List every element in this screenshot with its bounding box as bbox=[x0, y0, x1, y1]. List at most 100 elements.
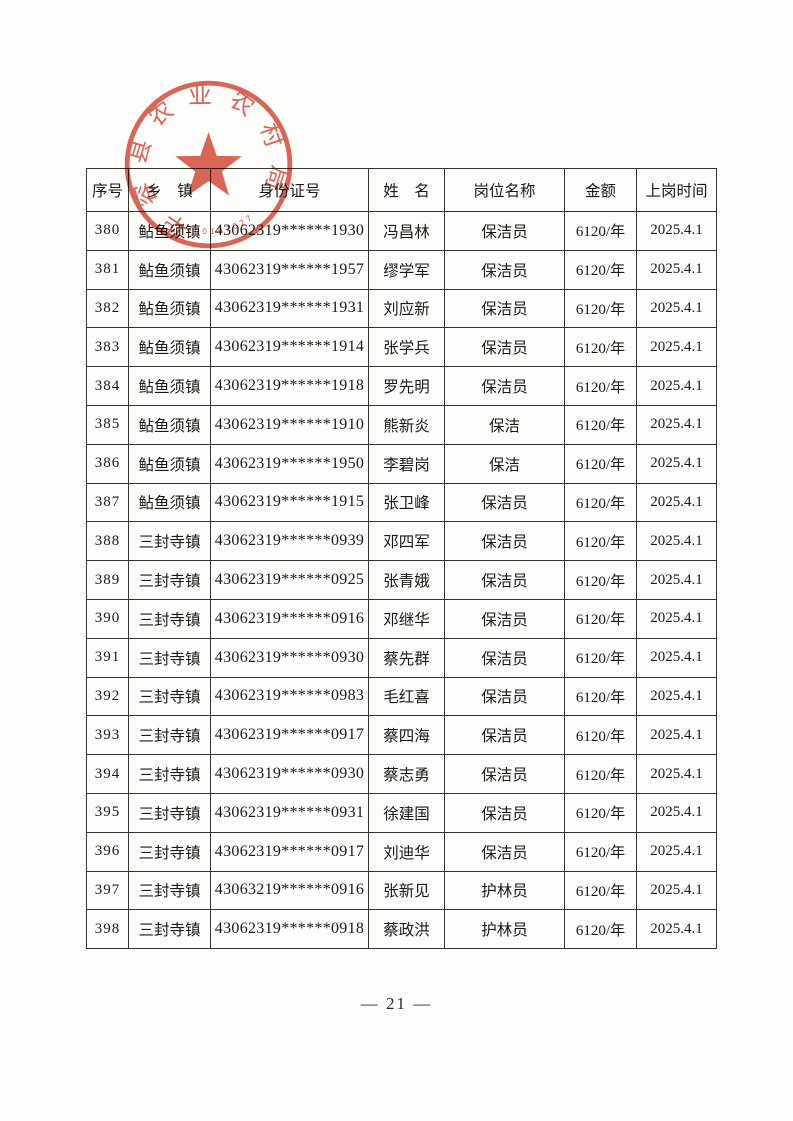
table-cell: 392 bbox=[86, 676, 129, 717]
table-cell: 43062319******0917 bbox=[210, 715, 369, 756]
table-cell: 蔡四海 bbox=[368, 715, 445, 756]
table-row: 387 鲇鱼须镇 43062319******1915 张卫峰 保洁员 6120/年 202… bbox=[86, 482, 717, 523]
table-cell: 三封寺镇 bbox=[128, 637, 211, 678]
table-cell: 43062319******0917 bbox=[210, 831, 369, 872]
table-cell: 三封寺镇 bbox=[128, 831, 211, 872]
table-cell: 蔡政洪 bbox=[368, 909, 445, 950]
table-cell: 382 bbox=[86, 288, 129, 329]
table-cell: 三封寺镇 bbox=[128, 909, 211, 950]
table-cell: 43062319******0931 bbox=[210, 792, 369, 833]
table-cell: 6120/年 bbox=[564, 560, 637, 600]
table-cell: 邓继华 bbox=[368, 598, 445, 639]
table-cell: 6120/年 bbox=[564, 521, 637, 562]
table-cell: 邓四军 bbox=[368, 521, 445, 562]
table-cell: 保洁员 bbox=[444, 637, 565, 678]
table-row: 390 三封寺镇 43062319******0916 邓继华 保洁员 6120/年 202… bbox=[86, 598, 717, 639]
table-cell: 三封寺镇 bbox=[128, 598, 211, 639]
table-cell: 6120/年 bbox=[564, 327, 637, 368]
table-cell: 2025.4.1 bbox=[636, 754, 717, 794]
table-cell: 毛红喜 bbox=[368, 676, 445, 717]
table-cell: 保洁员 bbox=[444, 831, 565, 872]
table-cell: 384 bbox=[86, 366, 129, 406]
table-cell: 2025.4.1 bbox=[636, 909, 717, 950]
table-cell: 43062319******0925 bbox=[210, 560, 369, 600]
table-cell: 张学兵 bbox=[368, 327, 445, 368]
table-cell: 保洁员 bbox=[444, 327, 565, 368]
table-cell: 43062319******1930 bbox=[210, 211, 369, 251]
table-cell: 冯昌林 bbox=[368, 211, 445, 251]
table-cell: 徐建国 bbox=[368, 792, 445, 833]
table-cell: 保洁员 bbox=[444, 521, 565, 562]
table-row: 386 鲇鱼须镇 43062319******1950 李碧岗 保洁 6120/年 2025… bbox=[86, 443, 717, 484]
table-cell: 6120/年 bbox=[564, 366, 637, 406]
table-cell: 387 bbox=[86, 482, 129, 523]
table-cell: 保洁员 bbox=[444, 366, 565, 406]
table-cell: 三封寺镇 bbox=[128, 560, 211, 600]
table-cell: 43062319******0939 bbox=[210, 521, 369, 562]
table-cell: 蔡先群 bbox=[368, 637, 445, 678]
table-row: 393 三封寺镇 43062319******0917 蔡四海 保洁员 6120/年 202… bbox=[86, 715, 717, 756]
table-row: 397 三封寺镇 43063219******0916 张新见 护林员 6120/年 202… bbox=[86, 870, 717, 911]
table-cell: 保洁员 bbox=[444, 676, 565, 717]
table-cell: 389 bbox=[86, 560, 129, 600]
table-row: 385 鲇鱼须镇 43062319******1910 熊新炎 保洁 6120/年 2025… bbox=[86, 404, 717, 445]
table-row: 383 鲇鱼须镇 43062319******1914 张学兵 保洁员 6120/年 202… bbox=[86, 327, 717, 368]
table-cell: 6120/年 bbox=[564, 831, 637, 872]
table-row: 392 三封寺镇 43062319******0983 毛红喜 保洁员 6120/年 202… bbox=[86, 676, 717, 717]
table-cell: 2025.4.1 bbox=[636, 870, 717, 911]
table-cell: 390 bbox=[86, 598, 129, 639]
table-cell: 三封寺镇 bbox=[128, 715, 211, 756]
table-cell: 保洁 bbox=[444, 404, 565, 445]
table-cell: 43062319******0930 bbox=[210, 754, 369, 794]
table-cell: 鲇鱼须镇 bbox=[128, 211, 211, 251]
table-cell: 三封寺镇 bbox=[128, 521, 211, 562]
table-cell: 2025.4.1 bbox=[636, 792, 717, 833]
column-header: 身份证号 bbox=[210, 168, 369, 212]
table-row: 380 鲇鱼须镇 43062319******1930 冯昌林 保洁员 6120/年 202… bbox=[86, 211, 717, 251]
column-header: 上岗时间 bbox=[636, 168, 717, 212]
table-cell: 刘应新 bbox=[368, 288, 445, 329]
table-cell: 保洁员 bbox=[444, 560, 565, 600]
table-cell: 6120/年 bbox=[564, 598, 637, 639]
table-cell: 鲇鱼须镇 bbox=[128, 404, 211, 445]
table-cell: 43062319******1950 bbox=[210, 443, 369, 484]
table-cell: 43062319******0983 bbox=[210, 676, 369, 717]
column-header: 姓 名 bbox=[368, 168, 445, 212]
table-cell: 43062319******1910 bbox=[210, 404, 369, 445]
table-cell: 6120/年 bbox=[564, 443, 637, 484]
table-cell: 43062319******0930 bbox=[210, 637, 369, 678]
table-cell: 388 bbox=[86, 521, 129, 562]
table-cell: 保洁员 bbox=[444, 288, 565, 329]
table-cell: 2025.4.1 bbox=[636, 598, 717, 639]
column-header: 岗位名称 bbox=[444, 168, 565, 212]
table-cell: 2025.4.1 bbox=[636, 211, 717, 251]
table-row: 398 三封寺镇 43062319******0918 蔡政洪 护林员 6120/年 202… bbox=[86, 909, 717, 950]
table-cell: 保洁员 bbox=[444, 754, 565, 794]
table-cell: 383 bbox=[86, 327, 129, 368]
table-cell: 缪学军 bbox=[368, 249, 445, 290]
table-cell: 保洁员 bbox=[444, 598, 565, 639]
table-cell: 鲇鱼须镇 bbox=[128, 327, 211, 368]
table-cell: 381 bbox=[86, 249, 129, 290]
table-cell: 2025.4.1 bbox=[636, 676, 717, 717]
table-cell: 6120/年 bbox=[564, 792, 637, 833]
table-cell: 刘迪华 bbox=[368, 831, 445, 872]
table-cell: 43062319******1918 bbox=[210, 366, 369, 406]
table-cell: 护林员 bbox=[444, 909, 565, 950]
table-cell: 2025.4.1 bbox=[636, 560, 717, 600]
table-cell: 43062319******0916 bbox=[210, 598, 369, 639]
table-cell: 保洁员 bbox=[444, 715, 565, 756]
table-cell: 386 bbox=[86, 443, 129, 484]
table-cell: 2025.4.1 bbox=[636, 404, 717, 445]
table-cell: 6120/年 bbox=[564, 754, 637, 794]
table-cell: 6120/年 bbox=[564, 870, 637, 911]
table-cell: 391 bbox=[86, 637, 129, 678]
table-row: 391 三封寺镇 43062319******0930 蔡先群 保洁员 6120/年 202… bbox=[86, 637, 717, 678]
table-cell: 护林员 bbox=[444, 870, 565, 911]
table-cell: 397 bbox=[86, 870, 129, 911]
table-cell: 43062319******1957 bbox=[210, 249, 369, 290]
table-cell: 熊新炎 bbox=[368, 404, 445, 445]
table-cell: 鲇鱼须镇 bbox=[128, 443, 211, 484]
table-cell: 2025.4.1 bbox=[636, 249, 717, 290]
